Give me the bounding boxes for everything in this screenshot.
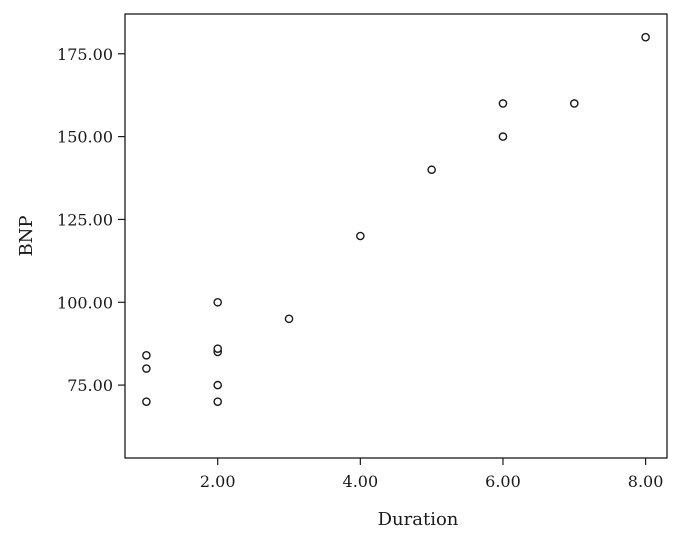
data-point (569, 99, 579, 108)
y-axis-title: BNP (16, 215, 37, 256)
y-tick-label: 125.00 (57, 210, 113, 229)
y-tick-label: 150.00 (57, 128, 113, 147)
data-point (498, 132, 508, 141)
x-axis-title: Duration (378, 509, 459, 530)
data-point (641, 32, 650, 42)
y-axis: 75.00 100.00 125.00 150.00 175.00 (57, 45, 125, 395)
data-point (213, 380, 223, 390)
data-point (213, 297, 223, 307)
plot-frame (124, 13, 668, 459)
data-point (213, 397, 223, 406)
x-tick-label: 2.00 (200, 472, 236, 491)
data-points (142, 32, 650, 406)
data-point (142, 350, 151, 360)
x-tick-label: 4.00 (343, 472, 379, 491)
data-point (284, 314, 294, 324)
y-tick-label: 175.00 (57, 45, 113, 64)
y-tick-label: 100.00 (57, 293, 113, 312)
data-point (142, 397, 151, 406)
x-tick-label: 6.00 (485, 472, 521, 491)
data-point (213, 344, 223, 353)
data-point (498, 99, 508, 108)
data-point (427, 165, 436, 175)
x-tick-label: 8.00 (628, 472, 664, 491)
data-point (356, 231, 365, 241)
data-point (142, 364, 151, 373)
x-axis: 2.00 4.00 6.00 8.00 (200, 458, 664, 491)
y-tick-label: 75.00 (67, 376, 113, 395)
